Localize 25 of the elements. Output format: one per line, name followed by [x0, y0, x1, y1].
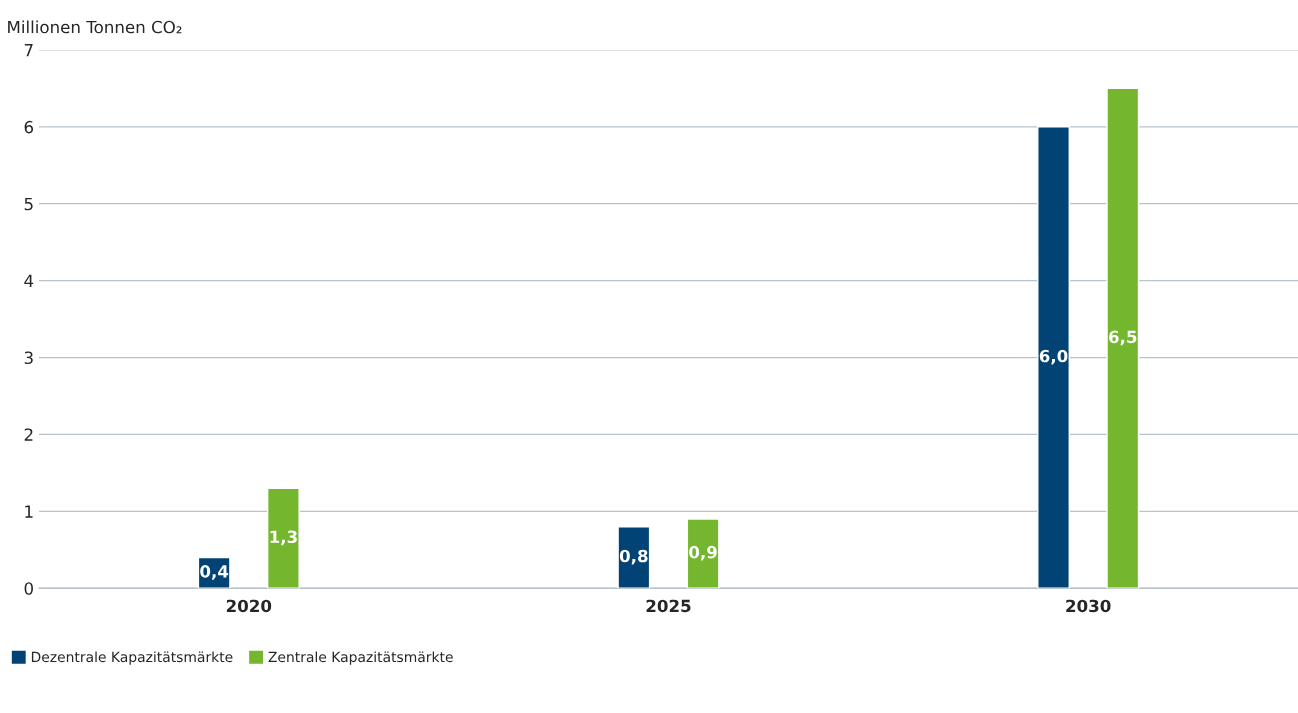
- x-tick-label: 2020: [226, 599, 272, 613]
- x-tick-label: 2030: [1066, 599, 1111, 613]
- y-tick-label: 7: [24, 44, 33, 57]
- y-tick-label: 1: [25, 505, 33, 518]
- bar: [617, 526, 651, 589]
- legend-label: Dezentrale Kapazitätsmärkte: [31, 651, 233, 665]
- y-tick-label: 0: [24, 582, 33, 595]
- data-label: 6,0: [1039, 349, 1068, 365]
- bar: [1037, 126, 1070, 589]
- data-label: 0,8: [619, 549, 648, 565]
- data-label: 0,4: [200, 565, 229, 580]
- y-tick-label: 6: [24, 120, 34, 134]
- data-label: 0,9: [689, 545, 717, 561]
- y-tick-label: 4: [24, 274, 34, 287]
- bar: [266, 487, 300, 589]
- x-tick-label: 2025: [646, 599, 691, 613]
- bar: [686, 518, 720, 589]
- legend-label: Zentrale Kapazitätsmärkte: [268, 651, 453, 665]
- data-label: 1,3: [270, 530, 297, 546]
- bar: [1106, 87, 1140, 589]
- data-label: 6,5: [1109, 330, 1137, 346]
- y-tick-label: 3: [24, 351, 33, 365]
- y-axis-title: Millionen Tonnen CO₂: [8, 20, 182, 34]
- y-tick-label: 2: [24, 428, 33, 441]
- y-tick-label: 5: [24, 197, 33, 211]
